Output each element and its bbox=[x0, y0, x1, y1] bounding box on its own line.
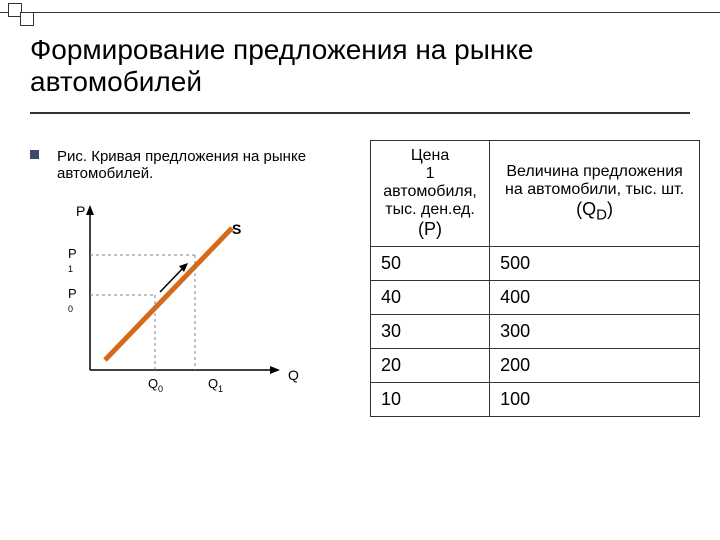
x-tick-0: Q bbox=[148, 376, 158, 391]
caption-line1: Рис. Кривая предложения на рынке bbox=[57, 148, 306, 165]
caption-line2: автомобилей. bbox=[57, 165, 360, 182]
cell-q: 500 bbox=[490, 247, 700, 281]
figure-caption: Рис. Кривая предложения на рынке автомоб… bbox=[30, 148, 360, 182]
table-row: 10100 bbox=[371, 383, 700, 417]
y-tick-0: P bbox=[68, 286, 77, 301]
cell-q: 200 bbox=[490, 349, 700, 383]
cell-p: 20 bbox=[371, 349, 490, 383]
cell-q: 400 bbox=[490, 281, 700, 315]
x-tick-0-sub: 0 bbox=[158, 384, 163, 394]
col-header-qty-symbol: (QD) bbox=[500, 199, 689, 224]
table-row: 20200 bbox=[371, 349, 700, 383]
cell-p: 50 bbox=[371, 247, 490, 281]
header-line bbox=[0, 12, 720, 13]
page-title: Формирование предложения на рынке автомо… bbox=[30, 34, 690, 98]
y-tick-1: P bbox=[68, 246, 77, 261]
cell-p: 40 bbox=[371, 281, 490, 315]
title-rule bbox=[30, 112, 690, 114]
x-axis-label: Q bbox=[288, 367, 299, 383]
y-axis-label: P bbox=[76, 203, 85, 219]
col-header-price: Цена1 автомобиля,тыс. ден.ед. (P) bbox=[371, 141, 490, 247]
supply-chart: P Q S P 1 P 0 Q 0 Q 1 bbox=[60, 200, 320, 400]
cell-q: 100 bbox=[490, 383, 700, 417]
col-header-price-text: Цена1 автомобиля,тыс. ден.ед. bbox=[381, 147, 479, 219]
y-tick-1-sub: 1 bbox=[68, 264, 73, 274]
table-row: 30300 bbox=[371, 315, 700, 349]
table-header-row: Цена1 автомобиля,тыс. ден.ед. (P) Величи… bbox=[371, 141, 700, 247]
chart-svg: P Q S P 1 P 0 Q 0 Q 1 bbox=[60, 200, 320, 400]
col-header-qty: Величина предложения на автомобили, тыс.… bbox=[490, 141, 700, 247]
curve-label: S bbox=[232, 221, 241, 237]
col-header-qty-text: Величина предложения на автомобили, тыс.… bbox=[500, 163, 689, 199]
cell-p: 10 bbox=[371, 383, 490, 417]
x-tick-1-sub: 1 bbox=[218, 384, 223, 394]
y-tick-0-sub: 0 bbox=[68, 304, 73, 314]
header-decoration bbox=[0, 0, 720, 24]
bullet-icon bbox=[30, 150, 39, 159]
cell-q: 300 bbox=[490, 315, 700, 349]
table-row: 40400 bbox=[371, 281, 700, 315]
supply-table: Цена1 автомобиля,тыс. ден.ед. (P) Величи… bbox=[370, 140, 700, 417]
table-row: 50500 bbox=[371, 247, 700, 281]
x-tick-1: Q bbox=[208, 376, 218, 391]
header-square-2 bbox=[20, 12, 34, 26]
cell-p: 30 bbox=[371, 315, 490, 349]
col-header-price-symbol: (P) bbox=[381, 219, 479, 240]
